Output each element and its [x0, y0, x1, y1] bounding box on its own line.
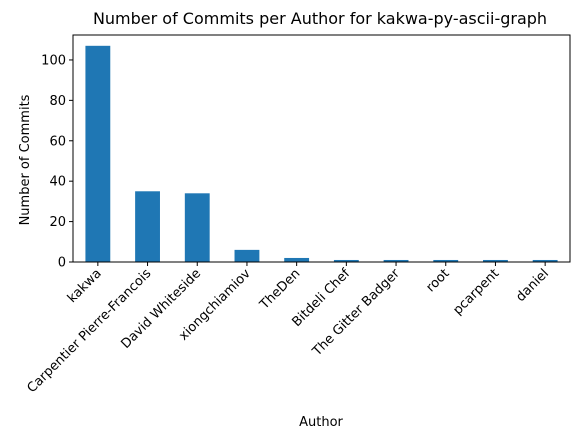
bar-david-whiteside	[184, 193, 210, 262]
y-tick-label: 0	[58, 256, 66, 271]
bar-theden	[284, 257, 310, 262]
y-tick-label: 40	[49, 175, 66, 190]
bar-kakwa	[85, 45, 111, 262]
plot-frame	[72, 34, 571, 263]
x-tick-label: daniel	[513, 266, 552, 305]
x-axis-label: Author	[299, 415, 343, 430]
x-tick-label: The Gitter Badger	[309, 266, 403, 360]
bar-bitdeli-chef	[333, 259, 359, 262]
x-tick-label: TheDen	[257, 266, 304, 313]
bar-pcarpent	[483, 259, 508, 262]
y-axis: 0 20 40 60 80 100	[41, 53, 73, 271]
x-tick-label: kakwa	[65, 266, 105, 306]
y-tick-label: 60	[49, 134, 66, 149]
bars	[85, 45, 558, 262]
y-tick-label: 80	[49, 94, 66, 109]
x-tick-label: root	[424, 266, 453, 295]
bar-xiongchiamiov	[234, 249, 260, 262]
bar-daniel	[532, 259, 558, 262]
y-axis-label: Number of Commits	[18, 94, 33, 225]
chart-title: Number of Commits per Author for kakwa-p…	[93, 9, 547, 28]
bar-the-gitter-badger	[383, 259, 409, 262]
y-tick-label: 100	[41, 53, 66, 68]
y-tick-label: 20	[49, 215, 66, 230]
x-tick-label: pcarpent	[450, 266, 502, 318]
bar-root	[433, 259, 459, 262]
bar-carpentier-pierre-francois	[135, 191, 160, 262]
